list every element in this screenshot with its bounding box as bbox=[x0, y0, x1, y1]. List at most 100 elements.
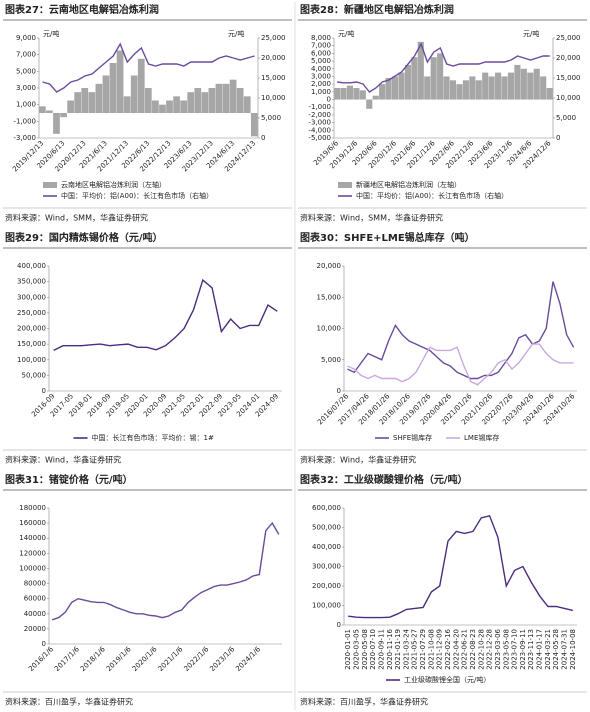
y-tick-label: 7,000 bbox=[311, 42, 331, 50]
y-tick-label: 15,000 bbox=[317, 293, 342, 301]
x-tick-label: 2023-03-06 bbox=[494, 628, 502, 669]
bar bbox=[201, 92, 209, 113]
y-tick-label: 4,000 bbox=[311, 65, 331, 73]
y-tick-label: 200,000 bbox=[312, 582, 341, 590]
bar bbox=[507, 72, 515, 100]
panel-title: 图表28：新疆地区电解铝冶炼利润 bbox=[300, 3, 454, 16]
y-tick-label: 8,000 bbox=[311, 34, 331, 42]
bar bbox=[236, 88, 244, 113]
series-line bbox=[51, 521, 280, 621]
bar bbox=[430, 57, 437, 100]
y-tick-label: 7,000 bbox=[16, 51, 36, 59]
bar bbox=[417, 41, 424, 100]
panel-title: 图表29：国内精炼锡价格（元/吨） bbox=[5, 231, 163, 244]
y-tick-label: 300,000 bbox=[17, 293, 46, 301]
x-tick-label: 2022-10-28 bbox=[477, 629, 485, 670]
bar bbox=[469, 76, 476, 100]
y-tick-label: 100,000 bbox=[17, 356, 46, 364]
bar bbox=[159, 104, 166, 113]
legend-label: 工业级碳酸锂全国（元/吨） bbox=[404, 675, 490, 684]
bar bbox=[424, 76, 431, 100]
y-tick-label: 5,000 bbox=[16, 67, 36, 75]
legend-label: 中国：长江有色市场：平均价：锡：1# bbox=[92, 433, 214, 442]
y2-tick-label: 5,000 bbox=[556, 114, 576, 122]
y-tick-label: 3,000 bbox=[311, 72, 331, 80]
x-tick-label: 2016/1/6 bbox=[27, 645, 55, 673]
bar bbox=[60, 113, 67, 118]
source: 资料来源：Wind，SMM，华鑫证券研究 bbox=[300, 213, 443, 223]
series-line bbox=[42, 42, 255, 93]
bar bbox=[208, 88, 216, 113]
bar bbox=[109, 63, 117, 113]
y-tick-label: 5,000 bbox=[311, 57, 331, 65]
x-tick-label: 2022-06-21 bbox=[461, 629, 469, 670]
legend-swatch bbox=[338, 182, 352, 188]
y-tick-label: 250,000 bbox=[17, 309, 46, 317]
bar bbox=[353, 88, 360, 100]
bar bbox=[404, 64, 411, 100]
panel-title: 图表31：锗锭价格（元/吨） bbox=[5, 473, 133, 486]
bar bbox=[462, 80, 469, 100]
y-tick-label: -2,000 bbox=[308, 111, 331, 119]
y-tick-label: 3,000 bbox=[16, 84, 36, 92]
y-tick-label: 20000 bbox=[24, 625, 46, 633]
bar bbox=[250, 113, 258, 137]
source: 资料来源：Wind，华鑫证券研究 bbox=[300, 455, 416, 465]
bar bbox=[495, 72, 502, 100]
bar bbox=[102, 75, 110, 113]
source: 资料来源：Wind，SMM，华鑫证券研究 bbox=[5, 213, 148, 223]
y-tick-label: 1,000 bbox=[311, 88, 331, 96]
x-tick-label: 2020-05-08 bbox=[361, 629, 369, 670]
bar bbox=[540, 76, 547, 100]
legend-label: SHFE锡库存 bbox=[393, 433, 432, 442]
bar bbox=[152, 100, 159, 113]
y-tick-label: 9,000 bbox=[16, 34, 36, 42]
bar bbox=[379, 84, 386, 100]
bar bbox=[398, 72, 405, 100]
x-tick-label: 2022-08-23 bbox=[469, 629, 477, 670]
x-tick-label: 2017/1/6 bbox=[53, 645, 81, 673]
y2-tick-label: 25,000 bbox=[556, 34, 581, 42]
bar bbox=[488, 76, 495, 100]
source: 资料来源：百川盈孚，华鑫证券研究 bbox=[300, 697, 428, 707]
bar bbox=[527, 72, 534, 100]
legend-label: 中国：平均价：铝(A00)：长江有色市场（右轴） bbox=[61, 191, 213, 200]
y-tick-label: 400,000 bbox=[312, 543, 341, 551]
bar bbox=[346, 85, 354, 100]
y-tick-label: -4,000 bbox=[308, 126, 331, 134]
y2-tick-label: 0 bbox=[556, 134, 560, 142]
bar bbox=[372, 95, 379, 100]
y-tick-label: -1,000 bbox=[13, 117, 36, 125]
x-tick-label: 2023-07-10 bbox=[511, 629, 519, 670]
bar bbox=[229, 79, 237, 113]
bar bbox=[546, 88, 553, 100]
bar bbox=[137, 58, 145, 113]
bar bbox=[385, 78, 392, 100]
y-tick-label: 100,000 bbox=[312, 602, 341, 610]
bar bbox=[46, 110, 53, 113]
y-tick-label: 0 bbox=[42, 640, 46, 648]
x-tick-label: 2024-03-21 bbox=[544, 629, 552, 670]
x-tick-label: 2020/1/6 bbox=[131, 645, 159, 673]
y-tick-label: 600,000 bbox=[312, 504, 341, 512]
y-tick-label: 40000 bbox=[24, 610, 46, 618]
x-tick-label: 2020-11-16 bbox=[386, 628, 394, 669]
y-tick-label: 180000 bbox=[19, 504, 46, 512]
series-line bbox=[347, 281, 575, 380]
bar bbox=[359, 90, 366, 100]
y-tick-label: 50,000 bbox=[22, 371, 47, 379]
bar bbox=[482, 72, 489, 100]
y-tick-label: 400,000 bbox=[17, 262, 46, 270]
bar bbox=[340, 88, 347, 100]
x-tick-label: 2021-03-24 bbox=[402, 628, 410, 669]
x-tick-label: 2022/1/6 bbox=[183, 645, 211, 673]
y-tick-label: -5,000 bbox=[308, 134, 331, 142]
y2-tick-label: 15,000 bbox=[556, 74, 581, 82]
y-tick-label: 140000 bbox=[19, 534, 46, 542]
y-tick-label: 20,000 bbox=[317, 262, 342, 270]
x-tick-label: 2021-10-08 bbox=[427, 629, 435, 670]
x-tick-label: 2022-12-28 bbox=[486, 629, 494, 670]
y2-tick-label: 5,000 bbox=[261, 114, 281, 122]
y-tick-label: -3,000 bbox=[308, 119, 331, 127]
